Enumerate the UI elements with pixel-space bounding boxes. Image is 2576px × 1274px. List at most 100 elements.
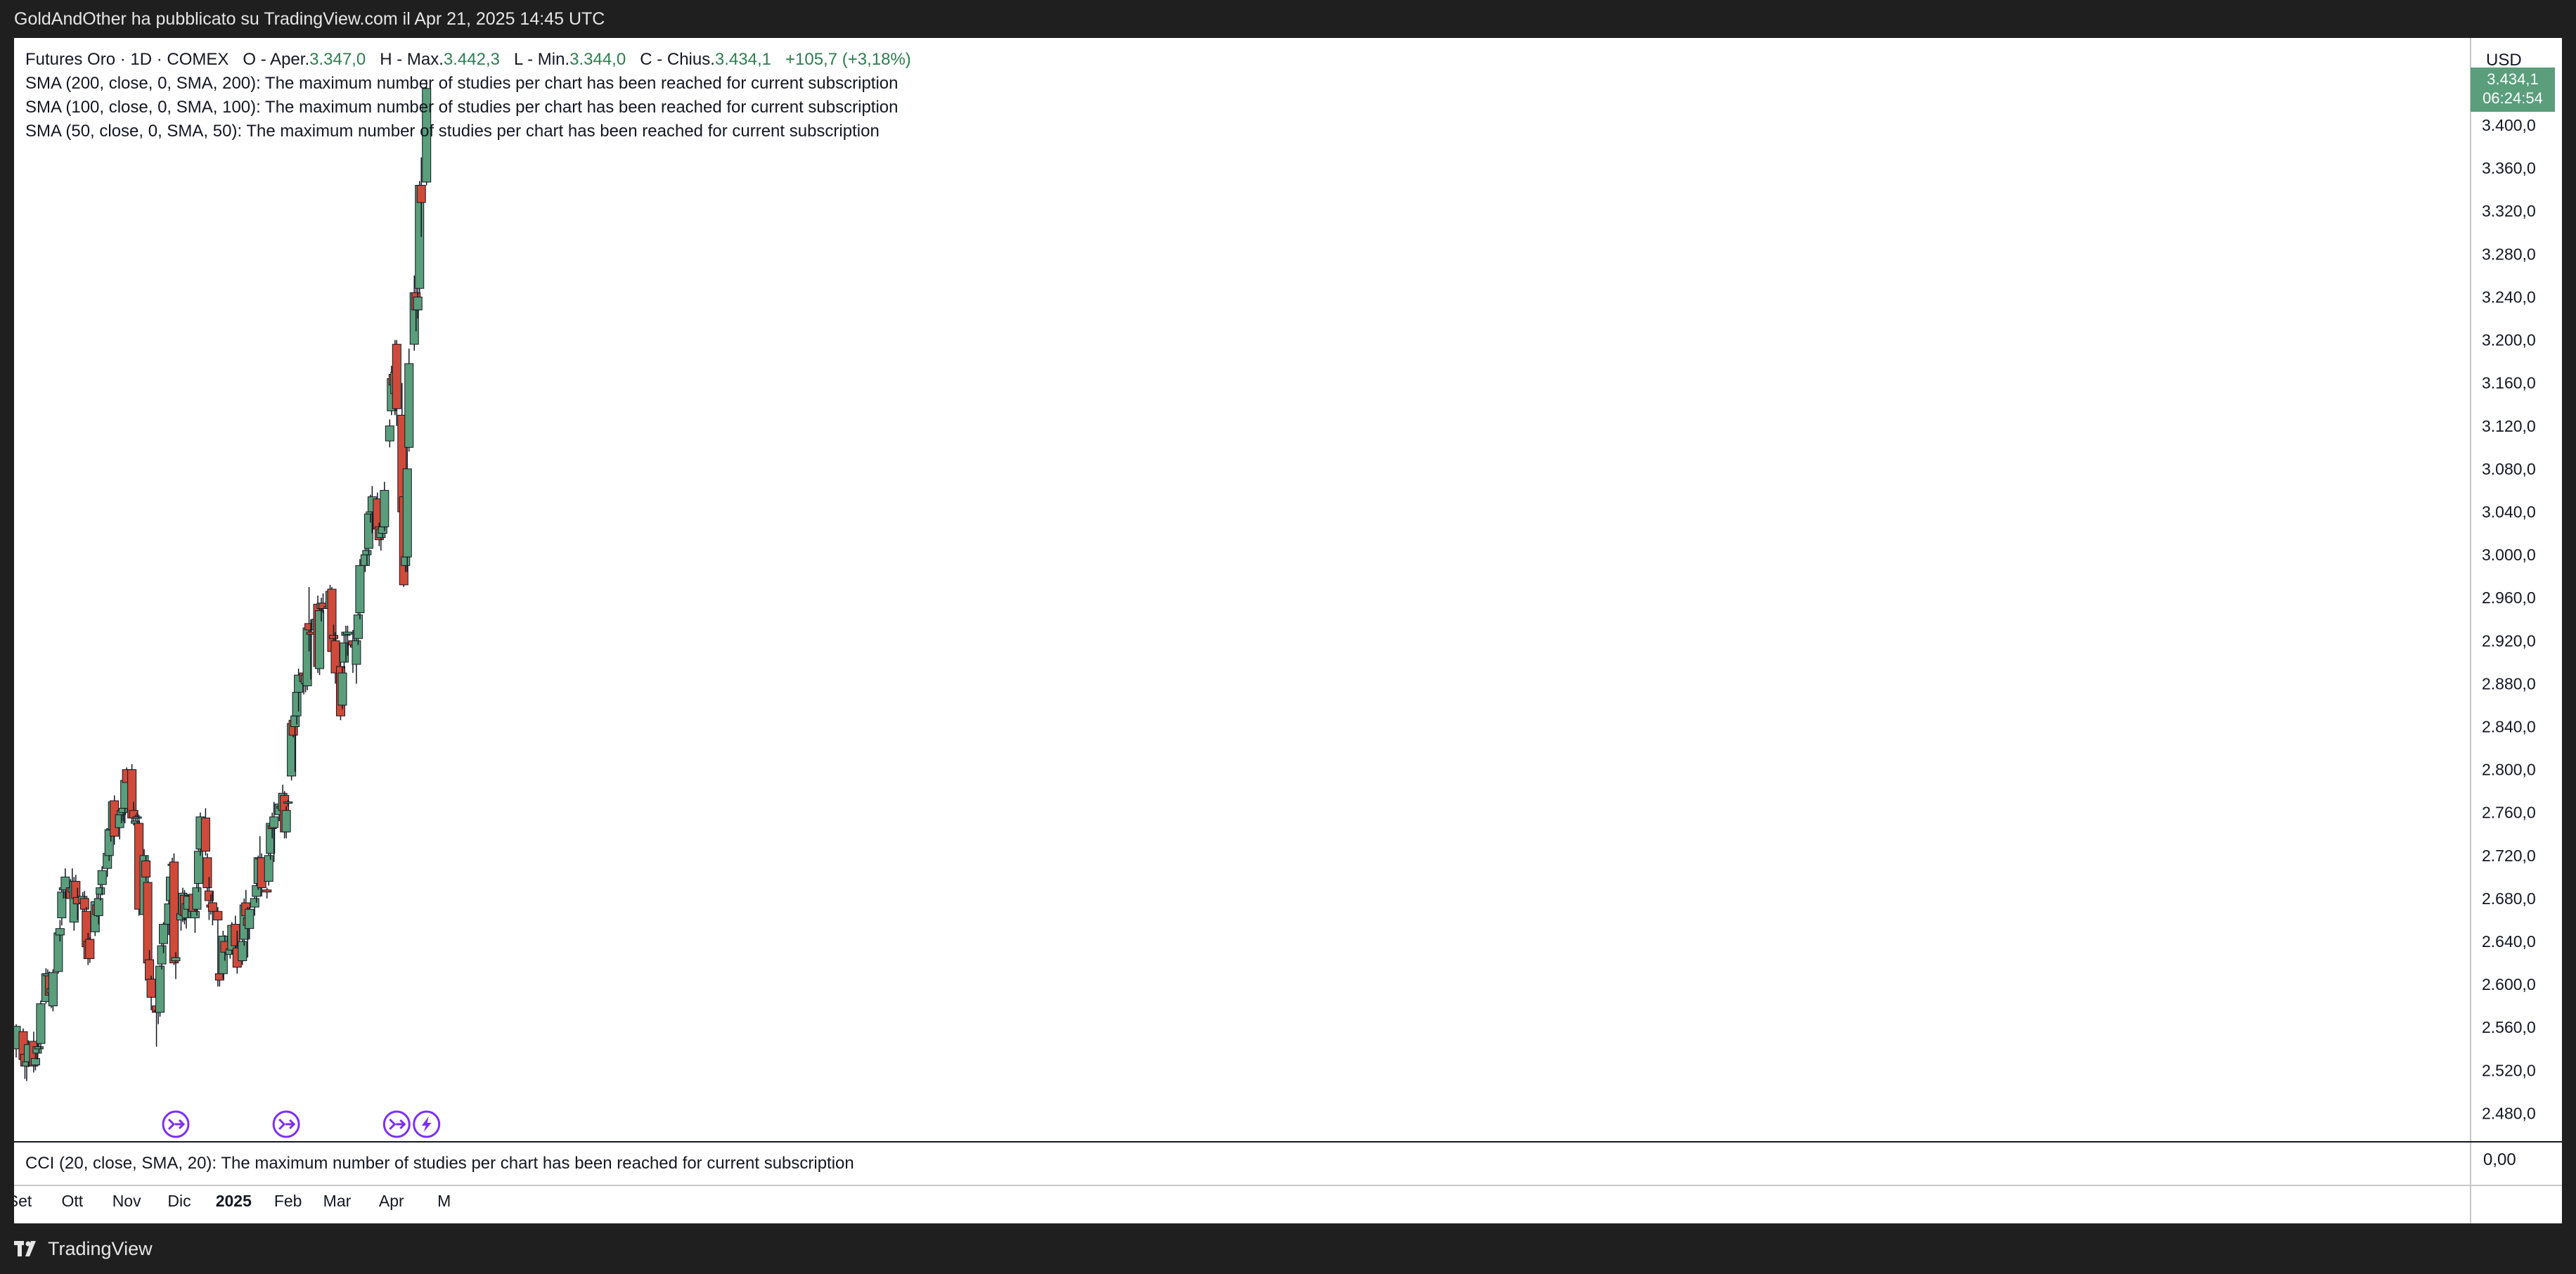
candle-body	[329, 635, 339, 639]
candle	[155, 965, 165, 1017]
chart-legend: Futures Oro · 1D · COMEX O - Aper.3.347,…	[25, 48, 911, 143]
candle-body	[302, 627, 312, 686]
candle-body	[402, 468, 412, 558]
candle	[192, 879, 202, 916]
candle-body	[36, 1003, 46, 1044]
price-tick-label: 3.400,0	[2482, 116, 2536, 134]
price-tick-label: 2.600,0	[2482, 975, 2536, 993]
candle-body	[283, 801, 293, 804]
candle-body	[385, 425, 394, 442]
candle-body	[262, 889, 272, 893]
bar-countdown: 06:24:54	[2482, 89, 2543, 107]
time-tick-label: Ott	[61, 1192, 83, 1210]
arrow-event-icon[interactable]	[162, 1110, 190, 1138]
candle-body	[193, 851, 203, 884]
candle	[353, 612, 363, 645]
price-ticks-layer: 2.480,0 2.520,0 2.560,0 2.600,0 2.640,0 2.680…	[2482, 116, 2536, 1122]
candle-body	[171, 957, 181, 962]
chart-frame[interactable]: 2.480,0 2.520,0 2.560,0 2.600,0 2.640,0 2.680…	[14, 38, 2562, 1223]
candle	[281, 806, 291, 839]
low-value: 3.344,0	[569, 50, 626, 69]
candle	[193, 844, 203, 892]
top-bar: GoldAndOther ha pubblicato su TradingVie…	[0, 0, 2576, 38]
price-tick-label: 2.920,0	[2482, 631, 2536, 650]
candle	[171, 952, 181, 979]
price-tick-label: 3.000,0	[2482, 546, 2536, 564]
candle	[169, 853, 179, 965]
price-tick-label: 3.360,0	[2482, 159, 2536, 177]
candle	[120, 780, 130, 823]
candle-body	[159, 924, 169, 944]
price-tick-label: 2.880,0	[2482, 674, 2536, 693]
candle-body	[290, 715, 300, 727]
low-label: L - Min.	[513, 50, 570, 69]
candle	[157, 941, 167, 970]
currency-label[interactable]: USD	[2486, 51, 2522, 70]
lightning-event-icon[interactable]	[413, 1110, 441, 1138]
time-tick-label: Set	[14, 1192, 32, 1210]
candle-body	[264, 855, 273, 882]
candle-body	[352, 640, 361, 665]
candle	[413, 286, 423, 318]
arrow-head	[289, 1119, 296, 1130]
candle-body	[190, 911, 200, 918]
price-tick-label: 2.520,0	[2482, 1061, 2536, 1079]
candle-body	[401, 556, 411, 566]
candle-body	[79, 898, 89, 910]
time-tick-label: Apr	[379, 1192, 404, 1210]
candle-body	[202, 857, 212, 889]
price-tick-label: 3.120,0	[2482, 417, 2536, 435]
price-tick-label: 2.640,0	[2482, 932, 2536, 951]
cci-value: 0,00	[2483, 1150, 2516, 1169]
candle-body	[34, 1046, 44, 1050]
candle	[283, 799, 293, 806]
candle-body	[96, 887, 105, 895]
candle-body	[416, 185, 426, 203]
arrow-event-icon[interactable]	[382, 1110, 411, 1138]
candle	[218, 930, 228, 979]
candle	[363, 509, 373, 555]
study-sma-100[interactable]: SMA (100, close, 0, SMA, 100): The maxim…	[25, 98, 899, 117]
price-tick-label: 3.040,0	[2482, 503, 2536, 521]
tradingview-logo[interactable]: TradingView	[14, 1237, 153, 1260]
candle	[264, 851, 273, 886]
candle-body	[55, 928, 65, 936]
candle	[337, 666, 347, 710]
candle-body	[238, 941, 247, 962]
arrow-glyph	[389, 1118, 397, 1131]
time-tick-label: Nov	[112, 1192, 141, 1210]
candle-body	[339, 642, 349, 663]
event-markers-layer	[162, 1110, 441, 1138]
candle	[238, 934, 247, 965]
arrow-head	[399, 1119, 406, 1130]
symbol-name[interactable]: Futures Oro · 1D · COMEX	[25, 50, 229, 69]
price-tick-label: 3.320,0	[2482, 202, 2536, 220]
candle	[146, 975, 156, 1010]
close-value: 3.434,1	[714, 50, 771, 69]
candle	[57, 887, 67, 926]
candle-body	[94, 898, 103, 916]
candle-body	[115, 814, 124, 828]
open-label: O - Aper.	[243, 50, 310, 69]
candle	[36, 1000, 46, 1049]
study-sma-200[interactable]: SMA (200, close, 0, SMA, 200): The maxim…	[25, 74, 899, 93]
candle-body	[362, 550, 372, 555]
time-tick-label: 2025	[216, 1192, 252, 1210]
study-cci[interactable]: CCI (20, close, SMA, 20): The maximum nu…	[25, 1154, 854, 1173]
arrow-event-icon[interactable]	[272, 1110, 300, 1138]
candle	[342, 625, 352, 656]
open-value: 3.347,0	[309, 50, 366, 69]
candle-body	[145, 959, 155, 981]
candle-body	[353, 615, 363, 639]
candle-body	[200, 817, 210, 852]
price-tick-label: 3.280,0	[2482, 245, 2536, 263]
candle-body	[360, 554, 370, 566]
time-ticks-layer: Set Ott Nov Dic 2025 Feb Mar Apr M	[14, 1192, 451, 1210]
price-tick-label: 2.680,0	[2482, 889, 2536, 908]
study-sma-50[interactable]: SMA (50, close, 0, SMA, 50): The maximum…	[25, 122, 880, 141]
chart-canvas[interactable]: 2.480,0 2.520,0 2.560,0 2.600,0 2.640,0 2.680…	[14, 38, 2562, 1223]
time-tick-label: Feb	[274, 1192, 302, 1210]
candle-body	[315, 610, 325, 669]
price-tick-label: 3.240,0	[2482, 288, 2536, 306]
candle	[202, 853, 212, 894]
